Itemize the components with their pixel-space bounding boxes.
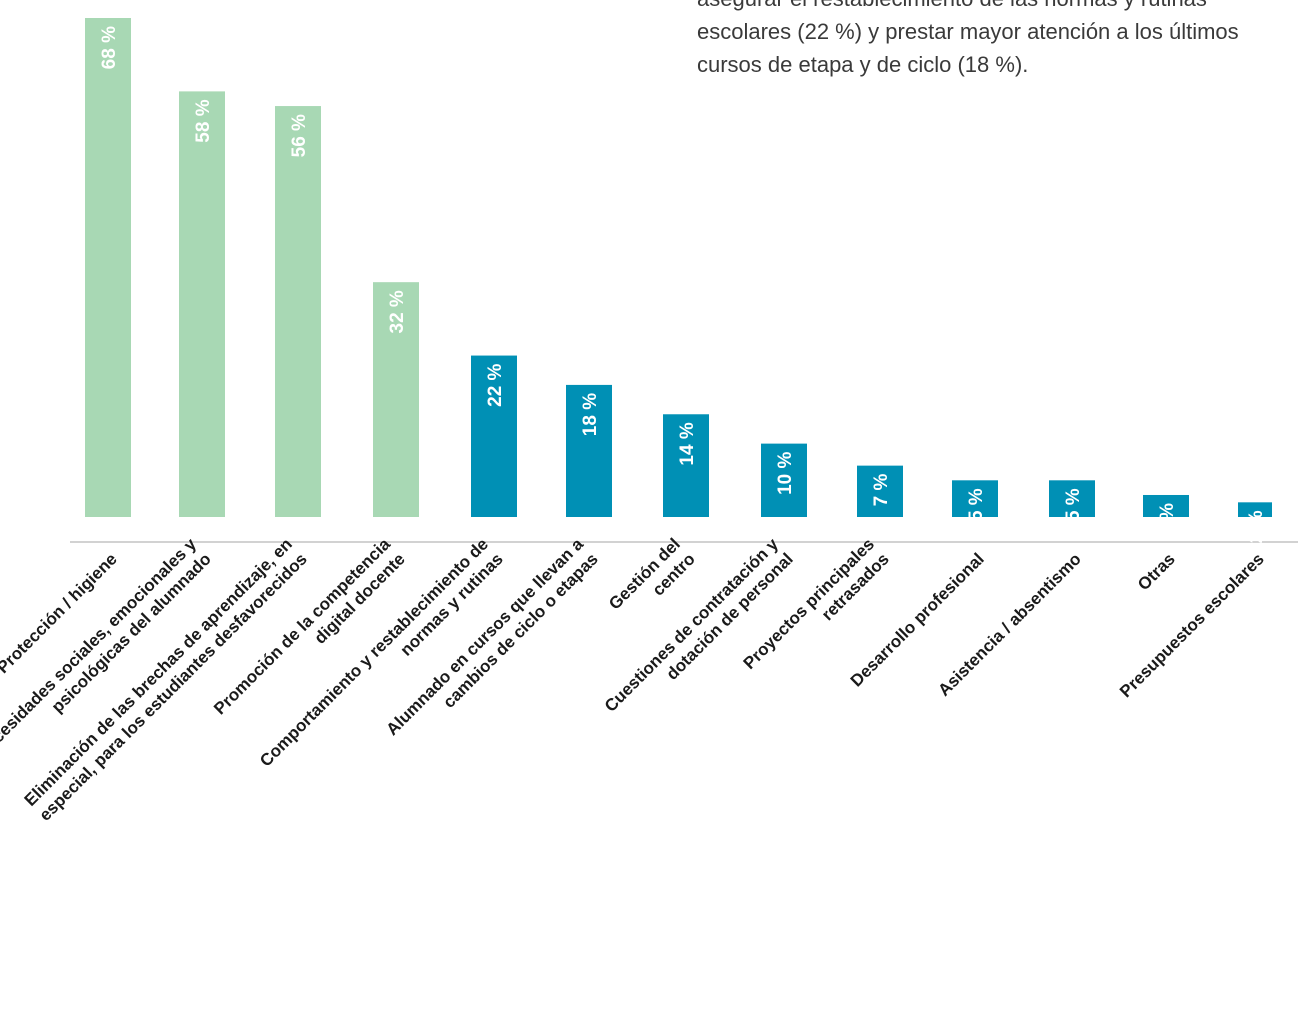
- category-label: Gestión delcentro: [605, 535, 699, 629]
- bar-value-label: 5 %: [1063, 488, 1084, 521]
- bar-value-label: 58 %: [193, 99, 214, 142]
- bar: [1143, 494, 1189, 517]
- intro-line: asegurar el restablecimiento de las norm…: [697, 0, 1298, 15]
- intro-paragraph: asegurar el restablecimiento de las norm…: [697, 0, 1298, 112]
- bar: [761, 443, 807, 517]
- bar: [566, 384, 612, 517]
- bar-value-label: 56 %: [289, 114, 310, 157]
- bar-value-label: 68 %: [99, 26, 120, 69]
- intro-line: escolares (22 %) y prestar mayor atenció…: [697, 19, 1239, 44]
- bar-value-label: 22 %: [485, 363, 506, 406]
- bar-value-label: 32 %: [387, 290, 408, 333]
- bar: [857, 465, 903, 517]
- bar-value-label: 14 %: [677, 422, 698, 465]
- bar-value-label: 5 %: [966, 488, 987, 521]
- bar-value-label: 7 %: [871, 474, 892, 507]
- bar-value-label: 18 %: [580, 393, 601, 436]
- category-label: Otras: [1134, 549, 1179, 594]
- bar-value-label: 10 %: [775, 452, 796, 495]
- bar: [1238, 502, 1272, 517]
- bar-value-label: 3 %: [1157, 503, 1178, 536]
- category-label: Presupuestos escolares: [1116, 549, 1268, 701]
- bar: [471, 355, 517, 517]
- bar: [275, 106, 321, 517]
- bar: [179, 91, 225, 517]
- bar: [373, 282, 419, 517]
- bar: [1049, 480, 1095, 517]
- intro-line: cursos de etapa y de ciclo (18 %).: [697, 52, 1029, 77]
- bar: [663, 414, 709, 517]
- bar-value-label: 2 %: [1246, 510, 1267, 543]
- bar: [85, 18, 131, 517]
- bar: [952, 480, 998, 517]
